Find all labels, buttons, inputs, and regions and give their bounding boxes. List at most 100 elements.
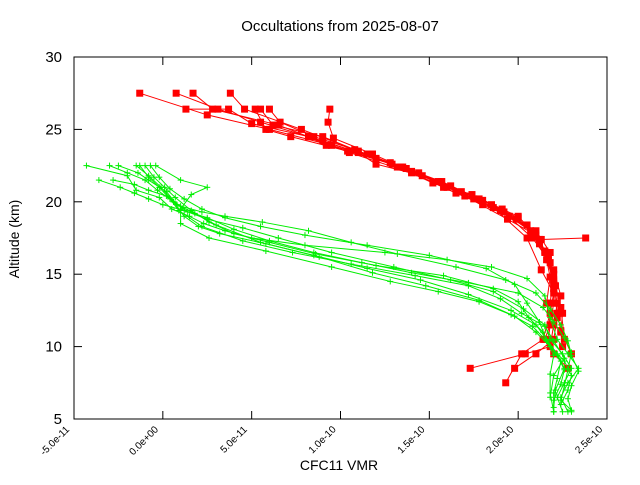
green-plus-marker (557, 321, 564, 328)
red-square-marker (498, 205, 506, 213)
red-square-marker (226, 89, 234, 97)
green-plus-marker (136, 162, 143, 169)
green-plus-marker (204, 214, 211, 221)
green-plus-marker (348, 239, 355, 246)
green-plus-marker (532, 290, 539, 297)
green-plus-marker (177, 220, 184, 227)
red-square-marker (502, 379, 510, 387)
red-square-marker (557, 304, 565, 312)
green-plus-marker (524, 300, 531, 307)
red-square-marker (434, 178, 442, 186)
green-plus-marker (465, 291, 472, 298)
green-plus-marker (275, 235, 282, 241)
green-plus-marker (364, 265, 371, 272)
red-square-marker (368, 150, 376, 158)
y-tick-label: 5 (54, 411, 62, 428)
green-plus-marker (172, 194, 179, 201)
green-plus-marker (147, 162, 154, 169)
green-plus-marker (117, 184, 124, 191)
green-plus-marker (408, 269, 415, 276)
green-plus-marker (465, 279, 472, 286)
green-plus-marker (145, 174, 152, 181)
green-plus-marker (525, 314, 532, 321)
red-square-marker (344, 147, 352, 155)
green-plus-marker (145, 187, 152, 194)
red-square-marker (189, 89, 197, 97)
red-square-marker (557, 292, 565, 300)
green-plus-marker (262, 248, 269, 255)
red-square-marker (489, 204, 497, 212)
green-plus-marker (115, 162, 122, 169)
red-square-marker (438, 178, 446, 186)
green-plus-marker (568, 349, 575, 356)
green-plus-marker (561, 366, 568, 373)
green-plus-marker (559, 408, 566, 415)
y-tick-label: 10 (45, 339, 62, 356)
green-plus-marker (163, 193, 170, 200)
green-plus-marker (394, 250, 401, 257)
red-square-marker (511, 364, 519, 372)
y-tick-label: 15 (45, 266, 62, 283)
red-square-marker (470, 195, 478, 203)
green-plus-marker (289, 249, 296, 256)
red-square-marker (269, 121, 277, 129)
green-plus-marker (301, 232, 308, 239)
green-plus-marker (166, 185, 173, 192)
green-plus-marker (145, 195, 152, 202)
green-plus-marker (131, 190, 138, 197)
green-plus-marker (547, 305, 554, 312)
red-square-marker (182, 105, 190, 113)
red-square-marker (541, 248, 549, 256)
green-plus-marker (206, 235, 213, 241)
y-axis-label: Altitude (km) (6, 200, 22, 279)
red-square-marker (546, 309, 554, 317)
red-square-marker (532, 350, 540, 358)
green-plus-marker (541, 323, 548, 330)
green-plus-marker (541, 292, 548, 299)
green-plus-marker (177, 206, 184, 213)
green-plus-marker (536, 318, 543, 325)
red-square-marker (136, 89, 144, 97)
green-plus-marker (230, 226, 237, 233)
red-square-marker (225, 105, 233, 113)
red-square-marker (319, 133, 327, 141)
red-square-marker (537, 266, 545, 274)
red-square-marker (241, 105, 249, 113)
green-plus-marker (188, 191, 195, 198)
green-plus-marker (476, 298, 483, 305)
green-plus-marker (550, 337, 557, 344)
green-plus-marker (328, 249, 335, 256)
green-plus-marker (497, 295, 504, 302)
green-plus-marker (488, 263, 495, 270)
green-plus-marker (364, 242, 371, 249)
green-plus-marker (134, 169, 141, 176)
green-plus-marker (142, 162, 149, 169)
green-plus-marker (508, 311, 515, 318)
green-plus-marker (557, 381, 564, 388)
green-plus-marker (547, 371, 554, 378)
green-plus-marker (564, 395, 571, 402)
red-square-marker (265, 125, 273, 133)
series-line (185, 108, 565, 340)
red-square-marker (324, 118, 332, 126)
red-square-marker (322, 141, 330, 149)
red-square-marker (544, 253, 552, 261)
green-plus-marker (554, 375, 561, 382)
red-square-marker (329, 134, 337, 142)
red-square-marker (546, 248, 554, 256)
red-square-marker (257, 105, 265, 113)
green-plus-marker (568, 382, 575, 389)
green-plus-marker (152, 162, 159, 169)
red-square-marker (297, 125, 305, 133)
red-square-marker (546, 273, 554, 281)
y-tick-label: 25 (45, 121, 62, 138)
green-plus-marker (502, 276, 509, 283)
green-plus-marker (426, 252, 433, 259)
green-plus-marker (328, 263, 335, 270)
green-plus-marker (561, 382, 568, 389)
red-square-marker (287, 133, 295, 141)
green-plus-marker (550, 372, 557, 379)
green-plus-marker (417, 276, 424, 283)
red-square-marker (468, 191, 476, 199)
green-plus-marker (387, 278, 394, 285)
